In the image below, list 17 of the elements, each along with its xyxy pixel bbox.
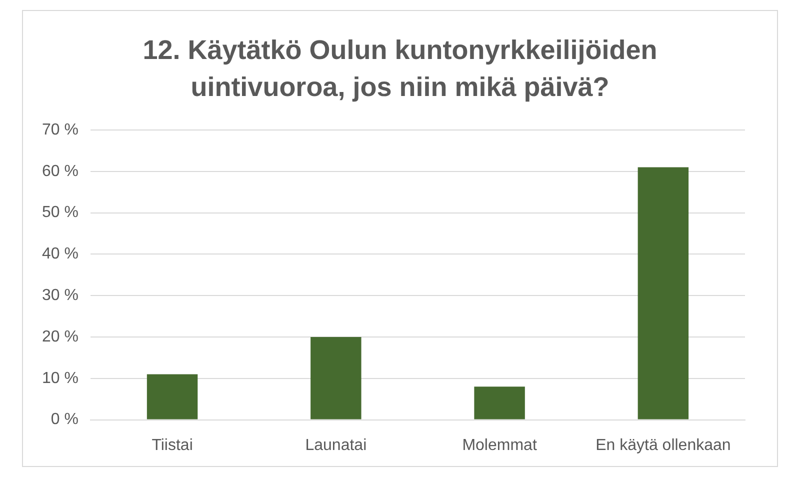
x-tick-label: Molemmat [462,436,538,454]
y-tick-label: 10 % [42,370,78,387]
y-tick-label: 60 % [42,162,78,180]
x-tick-label: En käytä ollenkaan [596,436,731,454]
bar [638,167,689,420]
y-tick-label: 20 % [42,328,78,346]
y-tick-label: 0 % [50,411,78,428]
y-tick-label: 70 % [42,121,78,138]
bar [310,337,362,420]
y-tick-label: 50 % [42,204,78,222]
x-tick-label: Tiistai [152,436,193,454]
bar [474,386,525,420]
y-tick-label: 40 % [42,246,78,263]
x-tick-label: Launatai [305,436,367,454]
y-tick-label: 30 % [42,287,78,304]
chart-title: 12. Käytätkö Oulun kuntonyrkkeilijöiden uintivuoroa, jos niin mikä päivä? [142,34,658,104]
bar [146,374,198,420]
